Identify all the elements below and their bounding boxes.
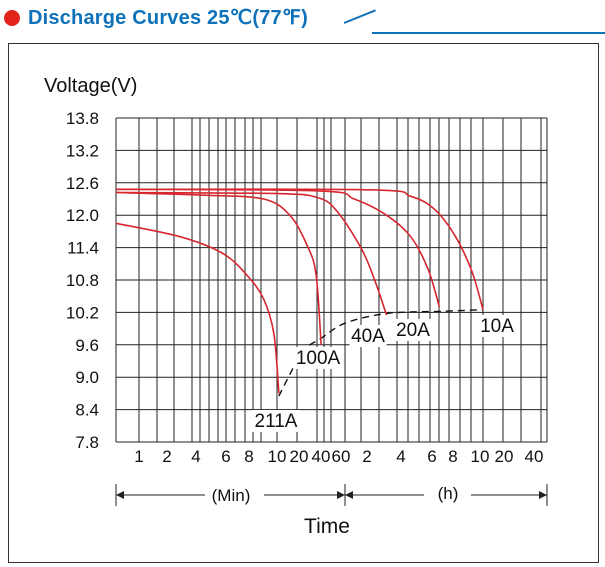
curve-40A bbox=[115, 191, 388, 316]
y-axis-label: Voltage(V) bbox=[44, 75, 137, 97]
y-tick-3: 12.0 bbox=[66, 206, 99, 225]
x-tick-h-5: 20 bbox=[495, 447, 514, 466]
discharge-chart: Voltage(V) 13.8 13.2 12.6 12.0 11.4 10.8 10.2 9… bbox=[44, 75, 548, 538]
y-tick-8: 9.0 bbox=[75, 368, 99, 387]
chart-frame: Voltage(V) 13.8 13.2 12.6 12.0 11.4 10.8 10.2 9… bbox=[8, 43, 599, 563]
annotation-211A: 211A bbox=[255, 411, 298, 432]
chart-title: Discharge Curves 25℃(77℉) bbox=[28, 7, 308, 29]
header-rule-slant bbox=[343, 9, 376, 24]
x-tick-min-8: 60 bbox=[332, 447, 351, 466]
y-tick-10: 7.8 bbox=[75, 433, 99, 452]
curve-20A bbox=[115, 188, 441, 308]
unit-min-label: (Min) bbox=[212, 486, 251, 505]
arrow-min-right bbox=[337, 491, 345, 499]
x-tick-min-1: 2 bbox=[162, 447, 171, 466]
unit-h-label: (h) bbox=[438, 484, 459, 503]
x-tick-h-1: 4 bbox=[396, 447, 405, 466]
curve-211A bbox=[115, 222, 280, 394]
curve-10A bbox=[115, 188, 484, 310]
x-tick-min-5: 10 bbox=[268, 447, 287, 466]
x-tick-labels: 1 2 4 6 8 10 20 40 60 2 4 6 8 10 20 40 bbox=[134, 447, 543, 466]
arrow-h-left bbox=[345, 491, 353, 499]
annotation-40A: 40A bbox=[351, 326, 385, 347]
cutoff-line bbox=[278, 309, 484, 397]
x-tick-min-4: 8 bbox=[244, 447, 253, 466]
grid-horizontal bbox=[116, 117, 547, 443]
cutoff-dashed-line bbox=[278, 309, 484, 397]
time-unit-bar: (Min) (h) bbox=[115, 484, 548, 506]
annotation-bg-211A bbox=[252, 410, 300, 432]
x-tick-h-6: 40 bbox=[525, 447, 544, 466]
x-tick-min-2: 4 bbox=[191, 447, 200, 466]
annotation-100A: 100A bbox=[296, 348, 341, 369]
x-tick-min-6: 20 bbox=[290, 447, 309, 466]
y-tick-7: 9.6 bbox=[75, 336, 99, 355]
curve-annotations: 211A 100A 40A 20A 10A bbox=[252, 315, 516, 432]
y-tick-1: 13.2 bbox=[66, 141, 99, 160]
chart-header: Discharge Curves 25℃(77℉) bbox=[0, 0, 605, 40]
annotation-bg-100A bbox=[294, 347, 342, 369]
annotation-bg-20A bbox=[394, 319, 432, 341]
curve-100A bbox=[115, 191, 322, 345]
y-tick-4: 11.4 bbox=[67, 239, 99, 258]
x-tick-min-0: 1 bbox=[134, 447, 143, 466]
annotation-20A: 20A bbox=[396, 320, 430, 341]
x-tick-h-4: 10 bbox=[471, 447, 490, 466]
y-tick-2: 12.6 bbox=[66, 174, 99, 193]
annotation-bg-10A bbox=[478, 315, 516, 337]
discharge-curves bbox=[115, 188, 484, 394]
header-bullet-icon bbox=[4, 10, 20, 26]
arrow-min-left bbox=[116, 491, 124, 499]
annotation-bg-40A bbox=[349, 325, 387, 347]
y-tick-9: 8.4 bbox=[75, 401, 99, 420]
y-tick-5: 10.8 bbox=[66, 271, 99, 290]
x-axis-label: Time bbox=[304, 515, 350, 538]
x-tick-h-3: 8 bbox=[448, 447, 457, 466]
x-tick-h-0: 2 bbox=[362, 447, 371, 466]
y-tick-0: 13.8 bbox=[66, 109, 99, 128]
y-tick-labels: 13.8 13.2 12.6 12.0 11.4 10.8 10.2 9.6 9.0 8.4 7.8 bbox=[66, 109, 99, 452]
x-tick-min-7: 40 bbox=[312, 447, 331, 466]
y-tick-6: 10.2 bbox=[66, 303, 99, 322]
x-tick-h-2: 6 bbox=[427, 447, 436, 466]
arrow-h-right bbox=[539, 491, 547, 499]
x-tick-min-3: 6 bbox=[221, 447, 230, 466]
header-rule bbox=[372, 32, 605, 34]
annotation-10A: 10A bbox=[480, 316, 514, 337]
